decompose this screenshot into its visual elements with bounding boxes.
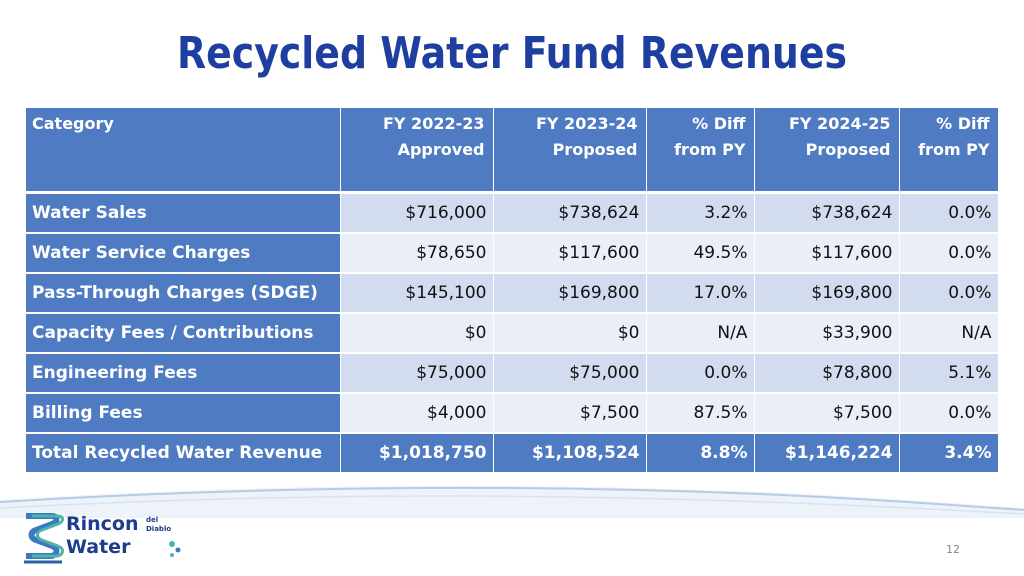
decorative-wave [0, 485, 1024, 518]
logo-text-diablo: Diablo [146, 525, 172, 533]
cell-fy2022-23: $716,000 [340, 192, 494, 234]
rincon-water-wave-logo-icon [24, 513, 181, 564]
cell-diff-1: N/A [646, 313, 755, 354]
cell-fy2024-25: $78,800 [754, 353, 900, 394]
logo-text-water: Water [66, 536, 131, 558]
cell-fy2024-25: $117,600 [754, 233, 900, 274]
cell-fy2023-24: $169,800 [493, 273, 647, 314]
total-fy2022-23: $1,018,750 [340, 433, 494, 472]
row-category: Engineering Fees [26, 353, 341, 394]
table-row: Billing Fees $4,000 $7,500 87.5% $7,500 … [26, 393, 999, 434]
total-row: Total Recycled Water Revenue $1,018,750 … [26, 433, 999, 472]
cell-fy2024-25: $33,900 [754, 313, 900, 354]
logo-text-del: del [146, 516, 159, 524]
cell-fy2023-24: $738,624 [493, 192, 647, 234]
row-category: Water Sales [26, 192, 341, 234]
revenue-table: Category FY 2022-23 Approved FY 2023-24 Pr… [26, 108, 999, 472]
cell-diff-2: 0.0% [899, 233, 999, 274]
table-row: Water Service Charges $78,650 $117,600 4… [26, 233, 999, 274]
row-category: Billing Fees [26, 393, 341, 434]
table-row: Engineering Fees $75,000 $75,000 0.0% $7… [26, 353, 999, 394]
cell-diff-2: 0.0% [899, 192, 999, 234]
total-fy2024-25: $1,146,224 [754, 433, 900, 472]
header-diff-2: % Diff from PY [899, 108, 999, 194]
cell-fy2022-23: $0 [340, 313, 494, 354]
page-number: 12 [946, 543, 960, 556]
total-diff-1: 8.8% [646, 433, 755, 472]
row-category: Water Service Charges [26, 233, 341, 274]
cell-fy2024-25: $7,500 [754, 393, 900, 434]
cell-diff-1: 3.2% [646, 192, 755, 234]
header-category: Category [26, 108, 341, 194]
cell-diff-1: 87.5% [646, 393, 755, 434]
table-row: Capacity Fees / Contributions $0 $0 N/A … [26, 313, 999, 354]
row-category: Capacity Fees / Contributions [26, 313, 341, 354]
cell-fy2023-24: $75,000 [493, 353, 647, 394]
cell-fy2023-24: $7,500 [493, 393, 647, 434]
table-header-row: Category FY 2022-23 Approved FY 2023-24 Pr… [26, 108, 999, 194]
table-row: Pass-Through Charges (SDGE) $145,100 $16… [26, 273, 999, 314]
cell-fy2023-24: $117,600 [493, 233, 647, 274]
total-fy2023-24: $1,108,524 [493, 433, 647, 472]
cell-fy2024-25: $738,624 [754, 192, 900, 234]
page-title: Recycled Water Fund Revenues [176, 28, 848, 79]
cell-fy2023-24: $0 [493, 313, 647, 354]
cell-diff-1: 0.0% [646, 353, 755, 394]
cell-fy2022-23: $4,000 [340, 393, 494, 434]
cell-fy2022-23: $75,000 [340, 353, 494, 394]
cell-fy2024-25: $169,800 [754, 273, 900, 314]
cell-diff-1: 49.5% [646, 233, 755, 274]
table-row: Water Sales $716,000 $738,624 3.2% $738,… [26, 192, 999, 234]
cell-diff-2: 0.0% [899, 273, 999, 314]
cell-diff-1: 17.0% [646, 273, 755, 314]
total-diff-2: 3.4% [899, 433, 999, 472]
cell-fy2022-23: $78,650 [340, 233, 494, 274]
header-fy2024-25: FY 2024-25 Proposed [754, 108, 900, 194]
cell-fy2022-23: $145,100 [340, 273, 494, 314]
row-category: Pass-Through Charges (SDGE) [26, 273, 341, 314]
cell-diff-2: 5.1% [899, 353, 999, 394]
header-fy2022-23: FY 2022-23 Approved [340, 108, 494, 194]
cell-diff-2: N/A [899, 313, 999, 354]
logo-text-rincon: Rincon [66, 513, 139, 535]
header-fy2023-24: FY 2023-24 Proposed [493, 108, 647, 194]
cell-diff-2: 0.0% [899, 393, 999, 434]
header-diff-1: % Diff from PY [646, 108, 755, 194]
total-label: Total Recycled Water Revenue [26, 433, 341, 472]
